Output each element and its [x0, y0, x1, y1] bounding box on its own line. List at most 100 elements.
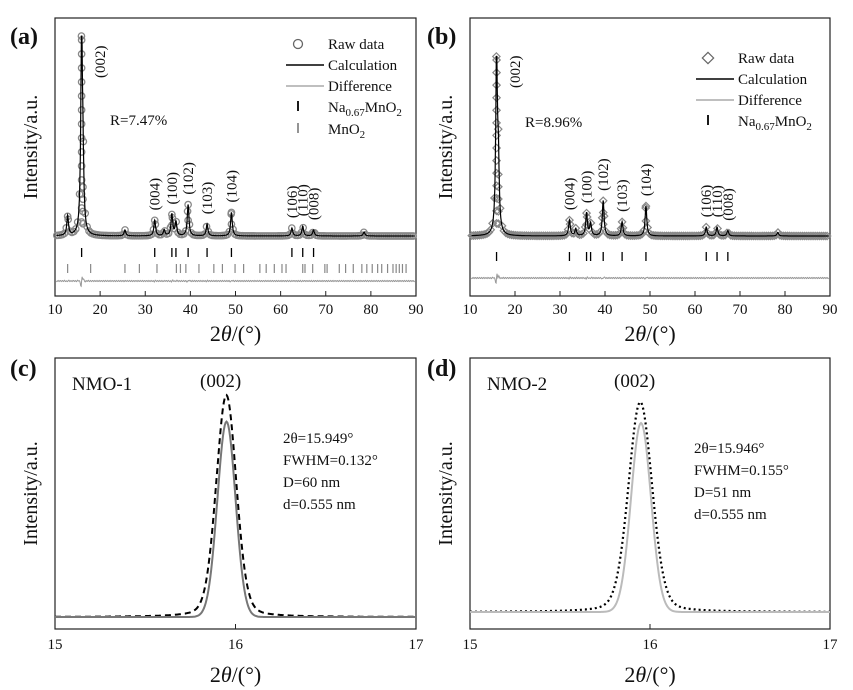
raw-point — [492, 93, 502, 103]
x-tick-label: 30 — [553, 302, 568, 318]
raw-point — [492, 105, 502, 115]
raw-point — [612, 230, 622, 240]
raw-point — [557, 230, 568, 241]
x-axis-label: 2θ/(°) — [624, 662, 675, 687]
raw-point — [582, 208, 592, 218]
legend-calc-label: Calculation — [738, 72, 808, 88]
legend-phase1_base: Na — [328, 100, 346, 116]
raw-point — [493, 124, 503, 134]
panel-label: (a) — [10, 24, 38, 50]
x-label-theta: θ — [635, 321, 646, 346]
raw-point — [707, 230, 717, 240]
panel-c: 15 16 17 Intensity/a.u. NMO-1 (002) 2θ=15.949°… — [10, 356, 424, 653]
x-tick-label: 40 — [598, 302, 613, 318]
raw-point — [492, 55, 502, 65]
x-label-theta: θ — [635, 662, 646, 687]
legend-phase1_sub2: 2 — [806, 121, 812, 133]
x-label-2: 2 — [210, 321, 221, 346]
raw-point — [610, 230, 620, 240]
legend-phase1_sub2: 2 — [396, 107, 402, 119]
raw-point — [695, 231, 706, 241]
x-tick-label: 10 — [48, 302, 63, 318]
raw-point — [77, 92, 86, 100]
raw-point — [77, 176, 86, 184]
raw-point — [121, 226, 129, 234]
raw-point — [564, 215, 574, 225]
raw-point — [480, 229, 490, 239]
peak-label: (002) — [200, 371, 241, 392]
fit-parameter: d=0.555 nm — [694, 507, 767, 523]
raw-point — [227, 220, 236, 229]
panel-label: (b) — [427, 24, 456, 50]
y-axis-label: Intensity/a.u. — [20, 95, 42, 199]
raw-point — [77, 218, 86, 226]
sample-name: NMO-1 — [72, 374, 132, 395]
miller-index-label: (008) — [307, 188, 323, 221]
sample-name: NMO-2 — [487, 374, 547, 395]
raw-point — [492, 206, 502, 216]
peak-label: (002) — [614, 371, 655, 392]
raw-point — [633, 230, 643, 240]
miller-index-label: (004) — [562, 178, 578, 211]
raw-point — [492, 130, 502, 140]
legend-raw-label: Raw data — [328, 37, 385, 53]
raw-point — [820, 231, 830, 241]
x-label-unit: /(°) — [646, 321, 676, 346]
x-label-theta: θ — [221, 662, 232, 687]
raw-point — [492, 218, 502, 228]
x-tick-label: 20 — [93, 302, 108, 318]
raw-point — [586, 218, 596, 228]
raw-point — [71, 225, 80, 233]
x-tick-label: 10 — [463, 302, 478, 318]
raw-point — [701, 222, 711, 232]
legend-phase1-label: Na0.67MnO2 — [738, 114, 812, 133]
raw-point — [641, 201, 651, 211]
raw-point — [635, 230, 645, 240]
x-tick-label: 17 — [823, 637, 839, 653]
x-tick-label: 70 — [318, 302, 333, 318]
fit-parameter: D=51 nm — [694, 485, 752, 501]
raw-point — [493, 169, 503, 179]
peak-series-fitted — [470, 421, 830, 613]
fit-parameter: FWHM=0.132° — [283, 453, 378, 469]
fit-parameter: 2θ=15.949° — [283, 431, 353, 447]
peak-series-fitted — [55, 420, 416, 618]
panel-a: 10 20 30 40 50 60 70 80 90 Intensity/a.u. (002) (00… — [10, 17, 424, 318]
x-tick-label: 15 — [463, 637, 478, 653]
legend-phase1-label: Na0.67MnO2 — [328, 100, 402, 119]
miller-index-label: (100) — [580, 171, 596, 204]
raw-point — [641, 216, 651, 226]
x-tick-label: 90 — [823, 302, 838, 318]
x-tick-label: 20 — [508, 302, 523, 318]
x-axis-label: 2θ/(°) — [624, 321, 675, 346]
miller-index-label: (102) — [181, 162, 197, 195]
panel-b: 10 20 30 40 50 60 70 80 90 Intensity/a.u. (002) (00… — [427, 17, 838, 318]
panel-label: (d) — [427, 356, 456, 382]
x-tick-label: 17 — [409, 637, 425, 653]
raw-point — [77, 162, 86, 170]
miller-index-label: (002) — [508, 56, 524, 89]
fit-parameter: 2θ=15.946° — [694, 441, 764, 457]
raw-point — [79, 207, 87, 216]
raw-point — [79, 183, 87, 191]
x-label-unit: /(°) — [232, 321, 262, 346]
miller-index-label: (103) — [200, 182, 216, 215]
raw-point — [184, 216, 192, 225]
legend-raw-symbol — [292, 38, 304, 50]
legend-diff-label: Difference — [738, 93, 802, 109]
raw-point — [77, 120, 86, 128]
x-label-unit: /(°) — [232, 662, 262, 687]
raw-point — [559, 230, 569, 240]
x-label-2: 2 — [624, 662, 635, 687]
x-tick-label: 16 — [228, 637, 244, 653]
legend-phase1_sub: 0.67 — [346, 107, 366, 119]
raw-point — [567, 228, 577, 238]
legend-phase1_rest: MnO — [365, 100, 397, 116]
y-axis-label: Intensity/a.u. — [435, 441, 457, 545]
miller-index-label: (106) — [699, 185, 715, 218]
x-tick-label: 60 — [273, 302, 288, 318]
r-factor: R=7.47% — [110, 113, 167, 129]
x-tick-label: 16 — [643, 637, 659, 653]
calculation-line — [56, 35, 415, 237]
